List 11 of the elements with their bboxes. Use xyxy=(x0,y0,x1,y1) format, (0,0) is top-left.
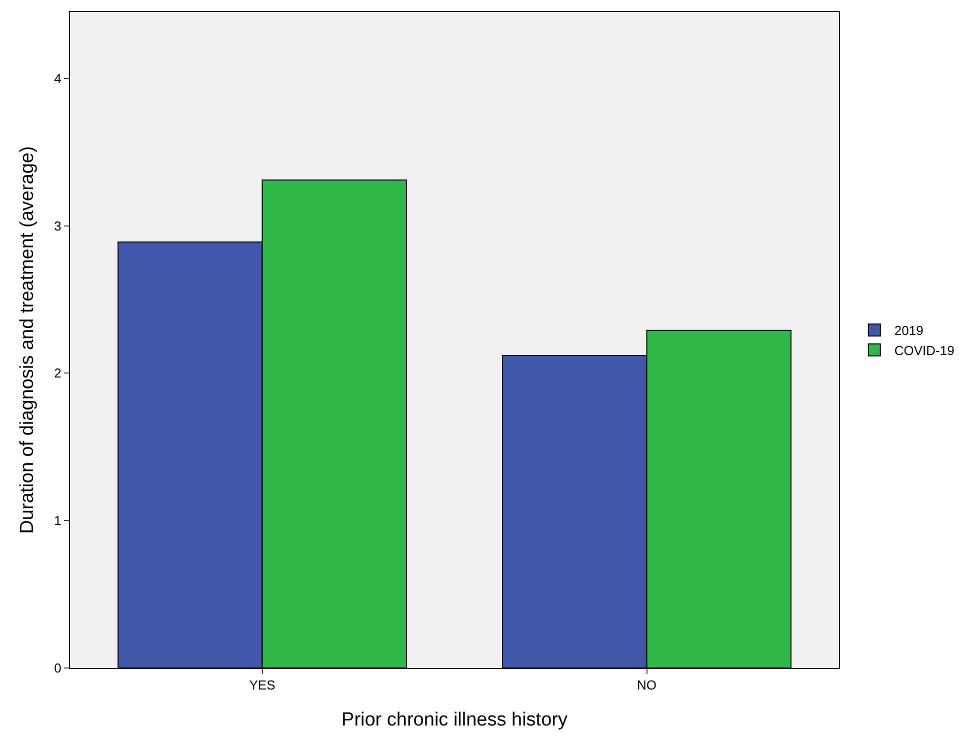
x-tick-label: NO xyxy=(637,678,656,693)
y-tick-label: 3 xyxy=(54,218,62,234)
x-axis-title: Prior chronic illness history xyxy=(342,709,568,730)
x-tick-label: YES xyxy=(249,678,276,693)
legend-label: COVID-19 xyxy=(894,342,954,358)
y-axis-title: Duration of diagnosis and treatment (average) xyxy=(17,146,38,534)
legend-label: 2019 xyxy=(894,323,924,338)
y-tick-label: 4 xyxy=(54,70,62,86)
y-tick-label: 1 xyxy=(54,513,62,528)
y-tick-label: 0 xyxy=(54,660,62,676)
y-tick-label: 2 xyxy=(54,366,62,381)
